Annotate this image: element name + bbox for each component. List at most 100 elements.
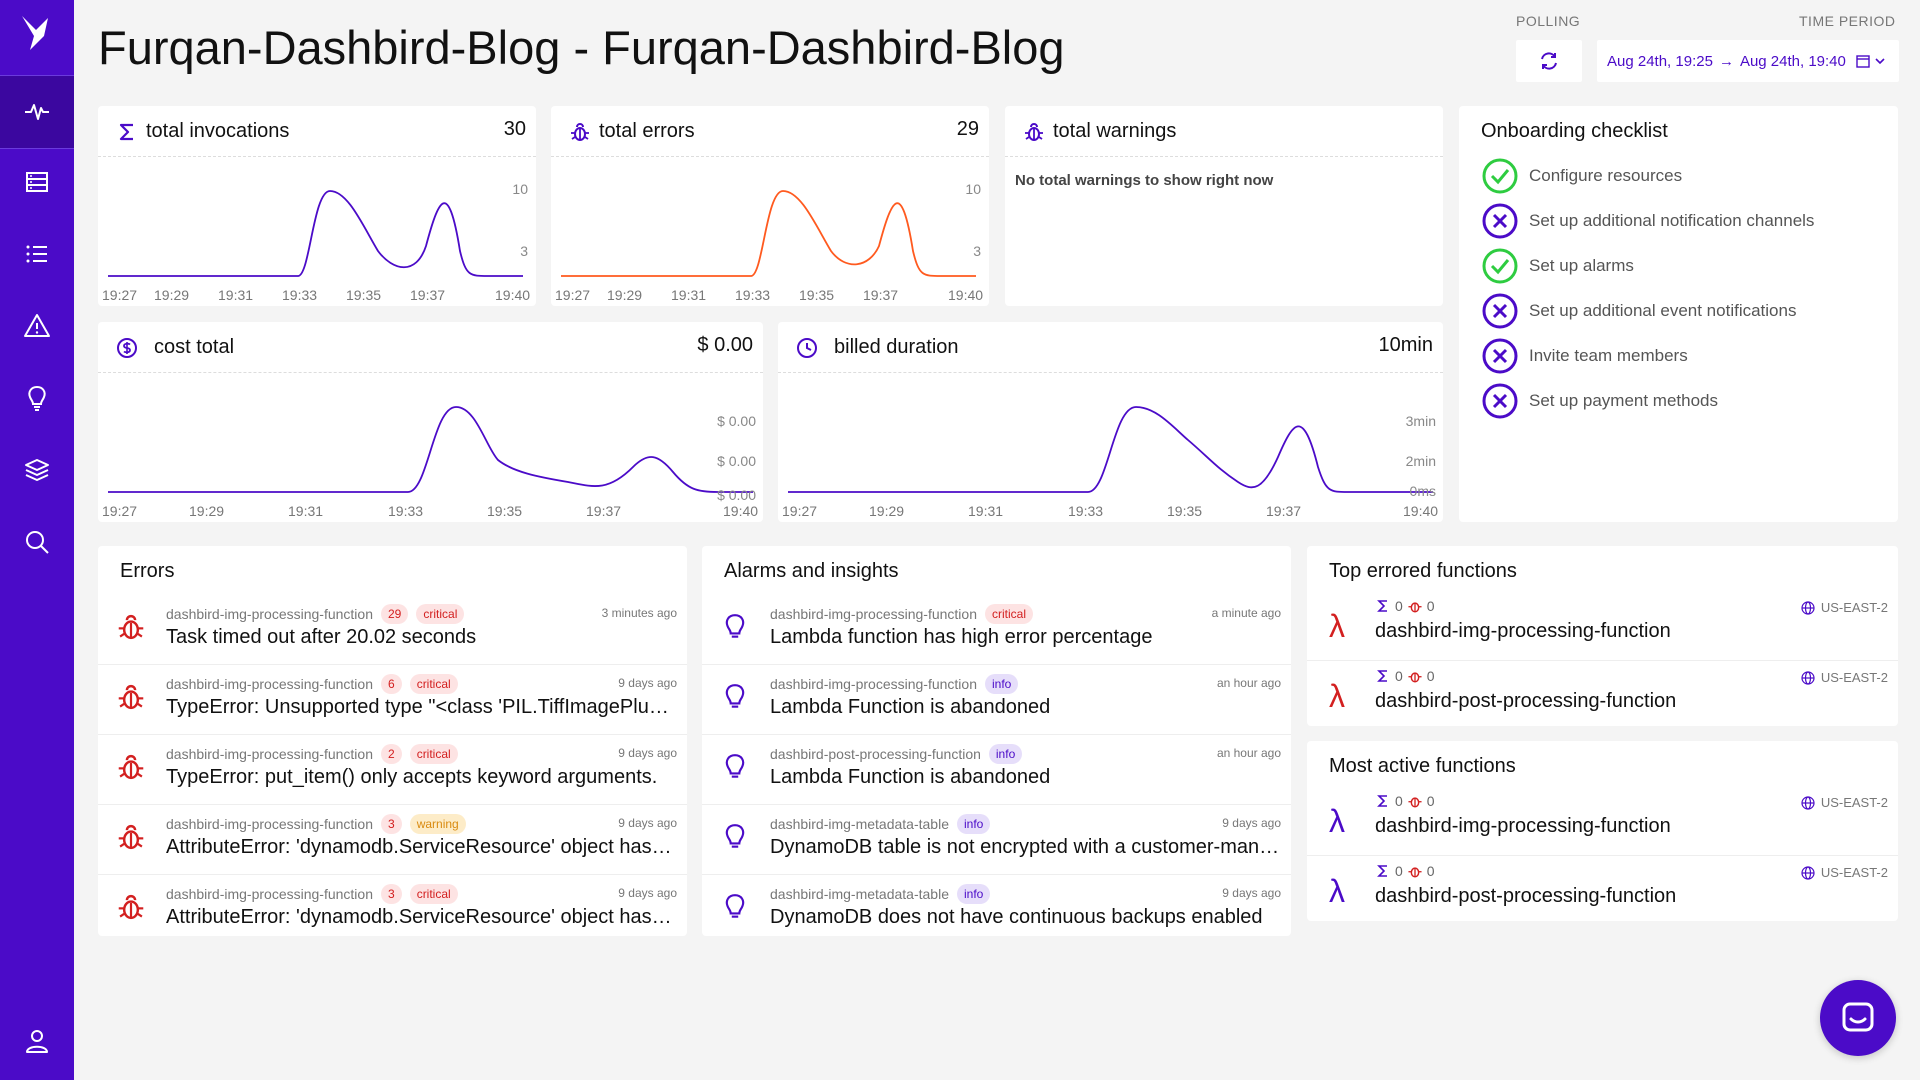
alarm-row[interactable]: dashbird-img-metadata-table info 9 days a… <box>702 804 1291 875</box>
clock-icon <box>797 338 817 358</box>
onboarding-item[interactable]: Set up additional notification channels <box>1481 201 1814 241</box>
y-tick-label: $ 0.00 <box>717 413 756 429</box>
error-count-badge: 29 <box>381 604 409 624</box>
onboarding-item[interactable]: Set up additional event notifications <box>1481 291 1796 331</box>
top-errored-panel: Top errored functions λ 0 0 US-EAST-2 das… <box>1307 546 1898 726</box>
x-circle-icon <box>1482 383 1518 419</box>
error-row[interactable]: dashbird-img-processing-function 6 critica… <box>98 664 687 735</box>
x-tick-label: 19:37 <box>586 503 621 519</box>
error-time: 9 days ago <box>618 676 677 690</box>
alarm-row[interactable]: dashbird-post-processing-function info an… <box>702 734 1291 805</box>
lambda-icon: λ <box>1329 678 1345 714</box>
nav-pulse[interactable] <box>0 75 74 149</box>
time-period-picker[interactable]: Aug 24th, 19:25 → Aug 24th, 19:40 <box>1597 40 1899 82</box>
alarm-source: dashbird-img-metadata-table <box>770 886 949 902</box>
duration-card[interactable]: billed duration 10min 3min 2min 0ms 19:2… <box>778 322 1443 522</box>
y-tick-label: $ 0.00 <box>717 487 756 503</box>
alarm-row[interactable]: dashbird-img-processing-function critical… <box>702 594 1291 665</box>
x-tick-label: 19:35 <box>346 287 381 303</box>
x-tick-label: 19:37 <box>863 287 898 303</box>
error-row[interactable]: dashbird-img-processing-function 3 critica… <box>98 874 687 944</box>
onboarding-item[interactable]: Configure resources <box>1481 156 1682 196</box>
onboarding-item-label: Set up additional event notifications <box>1529 301 1797 320</box>
globe-icon <box>1801 865 1815 880</box>
onboarding-item[interactable]: Set up alarms <box>1481 246 1634 286</box>
invocations-chart[interactable]: 10 3 19:27 19:29 19:31 19:33 19:35 19:37… <box>98 156 536 306</box>
alarm-source: dashbird-img-metadata-table <box>770 816 949 832</box>
nav-list[interactable] <box>0 218 74 290</box>
dashbird-logo[interactable] <box>20 14 54 52</box>
polling-label: POLLING <box>1516 13 1581 29</box>
alarm-time: 9 days ago <box>1222 816 1281 830</box>
lightbulb-icon <box>28 385 46 411</box>
x-tick-label: 19:27 <box>102 503 137 519</box>
cost-card[interactable]: cost total $ 0.00 $ 0.00 $ 0.00 $ 0.00 1… <box>98 322 763 522</box>
chat-button[interactable] <box>1820 980 1896 1056</box>
error-message: AttributeError: 'dynamodb.ServiceResourc… <box>166 906 677 928</box>
check-circle-icon <box>1482 158 1518 194</box>
function-row[interactable]: λ 0 0 US-EAST-2 dashbird-img-processing-f… <box>1307 590 1898 661</box>
warnings-card-header: total warnings <box>1005 106 1443 157</box>
alarm-level-badge: critical <box>985 604 1034 624</box>
warnings-card[interactable]: total warnings No total warnings to show… <box>1005 106 1443 306</box>
onboarding-item[interactable]: Invite team members <box>1481 336 1688 376</box>
bug-icon <box>118 614 144 640</box>
alarm-message: Lambda function has high error percentag… <box>770 626 1153 648</box>
nav-profile[interactable] <box>0 1005 74 1077</box>
x-tick-label: 19:29 <box>607 287 642 303</box>
error-level-badge: critical <box>416 604 465 624</box>
errors-card[interactable]: total errors 29 10 3 19:27 19:29 19:31 1… <box>551 106 989 306</box>
alarm-time: an hour ago <box>1216 676 1281 690</box>
function-region: US-EAST-2 <box>1820 795 1888 810</box>
x-circle-icon <box>1482 293 1518 329</box>
errors-panel: Errors dashbird-img-processing-function 2… <box>98 546 687 936</box>
invocations-card-header: total invocations 30 <box>98 106 536 157</box>
function-invocations: 0 <box>1395 863 1403 879</box>
duration-label: billed duration <box>834 336 959 358</box>
function-region: US-EAST-2 <box>1820 865 1888 880</box>
x-tick-label: 19:40 <box>1403 503 1438 519</box>
error-row[interactable]: dashbird-img-processing-function 3 warning… <box>98 804 687 875</box>
onboarding-item[interactable]: Set up payment methods <box>1481 381 1718 421</box>
nav-layers[interactable] <box>0 434 74 506</box>
alarm-source: dashbird-img-processing-function <box>770 606 977 622</box>
error-count-badge: 2 <box>381 744 402 764</box>
function-row[interactable]: λ 0 0 US-EAST-2 dashbird-img-processing-f… <box>1307 785 1898 856</box>
cost-chart[interactable]: $ 0.00 $ 0.00 $ 0.00 19:27 19:29 19:31 1… <box>98 372 763 522</box>
server-icon <box>26 172 48 192</box>
alarm-row[interactable]: dashbird-img-metadata-table info 9 days a… <box>702 874 1291 944</box>
error-row[interactable]: dashbird-img-processing-function 2 critica… <box>98 734 687 805</box>
error-row[interactable]: dashbird-img-processing-function 29 critic… <box>98 594 687 665</box>
bug-icon <box>1025 123 1043 141</box>
polling-refresh-button[interactable] <box>1516 40 1582 82</box>
error-level-badge: critical <box>409 674 458 694</box>
sigma-icon <box>119 123 133 141</box>
most-active-panel: Most active functions λ 0 0 US-EAST-2 das… <box>1307 741 1898 921</box>
alarm-row[interactable]: dashbird-img-processing-function info an … <box>702 664 1291 735</box>
warnings-label: total warnings <box>1053 120 1177 142</box>
cost-label: cost total <box>154 336 235 358</box>
sigma-icon <box>1377 670 1387 682</box>
error-source: dashbird-img-processing-function <box>166 886 373 902</box>
cost-card-header: cost total $ 0.00 <box>98 322 763 373</box>
y-tick-label: $ 0.00 <box>717 453 756 469</box>
x-tick-label: 19:31 <box>671 287 706 303</box>
error-source: dashbird-img-processing-function <box>166 676 373 692</box>
errors-series-line <box>561 190 976 277</box>
y-tick-label: 2min <box>1406 453 1436 469</box>
duration-chart[interactable]: 3min 2min 0ms 19:27 19:29 19:31 19:33 19… <box>778 372 1443 522</box>
onboarding-item-label: Set up additional notification channels <box>1529 211 1815 230</box>
error-level-badge: warning <box>409 814 466 834</box>
nav-search[interactable] <box>0 506 74 578</box>
function-row[interactable]: λ 0 0 US-EAST-2 dashbird-post-processing-… <box>1307 855 1898 925</box>
function-row[interactable]: λ 0 0 US-EAST-2 dashbird-post-processing-… <box>1307 660 1898 730</box>
nav-insights[interactable] <box>0 362 74 434</box>
cost-value: $ 0.00 <box>697 334 753 356</box>
invocations-card[interactable]: total invocations 30 10 3 19:27 19:29 19… <box>98 106 536 306</box>
x-circle-icon <box>1482 203 1518 239</box>
errors-chart[interactable]: 10 3 19:27 19:29 19:31 19:33 19:35 19:37… <box>551 156 989 306</box>
lightbulb-icon <box>725 824 745 848</box>
nav-alerts[interactable] <box>0 290 74 362</box>
nav-resources[interactable] <box>0 146 74 218</box>
x-tick-label: 19:31 <box>968 503 1003 519</box>
